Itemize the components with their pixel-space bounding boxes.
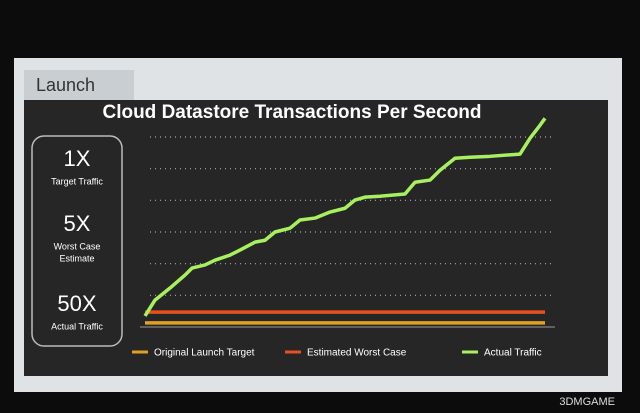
callout-small: Worst Case [54,241,101,251]
callout-small: Estimate [59,253,94,263]
callout-big: 50X [57,291,96,316]
legend-label: Estimated Worst Case [307,348,407,359]
callout-small: Target Traffic [51,176,103,186]
legend-label: Original Launch Target [154,348,255,359]
callout-small: Actual Traffic [51,321,103,331]
series-line [143,117,547,317]
header-title: Launch [36,75,95,95]
legend-label: Actual Traffic [484,348,542,359]
chart-title: Cloud Datastore Transactions Per Second [102,102,481,123]
watermark: 3DMGAME [559,396,615,408]
callout-box [31,135,123,347]
callout-big: 1X [64,146,91,171]
chart-panel [24,100,608,376]
callout-big: 5X [64,211,91,236]
header-box [24,70,134,100]
